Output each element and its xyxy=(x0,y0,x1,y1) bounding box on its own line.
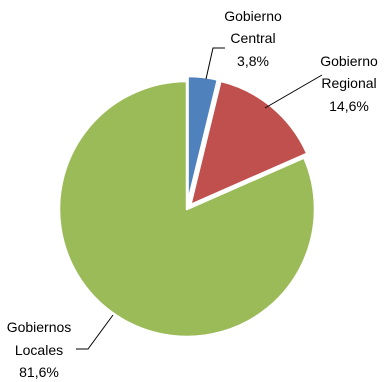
slice-label-gobiernos-locales: Gobiernos Locales 81,6% xyxy=(7,319,72,380)
slice-percent: 81,6% xyxy=(19,364,59,380)
slice-label-gobierno-regional: Gobierno Regional 14,6% xyxy=(320,53,378,114)
slice-name-line-2: Central xyxy=(230,30,275,46)
slice-name-line-1: Gobierno xyxy=(320,53,378,69)
slice-label-gobierno-central: Gobierno Central 3,8% xyxy=(224,8,282,69)
pie-slices xyxy=(57,74,317,339)
slice-percent: 3,8% xyxy=(237,53,269,69)
slice-gobiernos-locales xyxy=(57,79,317,339)
slice-name-line-2: Regional xyxy=(321,75,376,91)
slice-name-line-2: Locales xyxy=(15,342,63,358)
leader-lines xyxy=(76,47,323,350)
slice-name-line-1: Gobierno xyxy=(224,8,282,24)
slice-percent: 14,6% xyxy=(329,98,369,114)
slice-name-line-1: Gobiernos xyxy=(7,319,72,335)
leader-line-gobierno-central xyxy=(205,47,225,80)
slice-gobierno-central xyxy=(186,74,220,206)
leader-line-gobiernos-locales xyxy=(76,314,114,350)
slice-gobierno-regional xyxy=(188,79,309,207)
leader-line-gobierno-regional xyxy=(264,74,323,109)
